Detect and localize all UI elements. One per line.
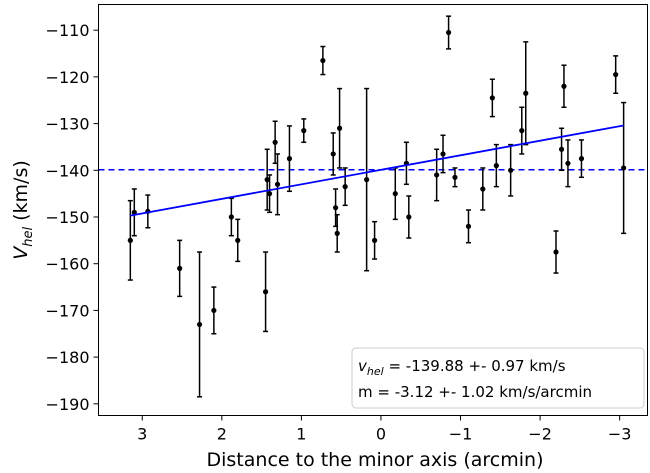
data-point [523,90,529,96]
y-axis-title-subscript: hel [21,227,36,247]
y-axis-title-unit: (km/s) [10,160,32,227]
x-axis-title: Distance to the minor axis (arcmin) [207,449,544,471]
legend-vhel-value: = -139.88 +- 0.97 km/s [384,357,566,375]
data-point [262,289,269,295]
data-point [196,321,203,328]
data-point [264,177,270,183]
data-point [228,214,234,220]
data-point [480,186,486,192]
y-tick-label: −130 [46,115,90,134]
data-point [127,237,133,243]
data-point [330,151,336,157]
x-tick-label: 2 [217,425,227,444]
x-tick-label: −3 [608,425,632,444]
legend-entry-vhel: vhel = -139.88 +- 0.97 km/s [358,357,566,378]
data-point [364,177,370,183]
data-point [336,125,343,131]
data-point [371,237,378,243]
legend-entry-slope: m = -3.12 +- 1.02 km/s/arcmin [358,383,592,401]
y-tick-label: −110 [46,21,90,40]
data-point [613,71,619,78]
data-point [489,95,495,101]
data-point [274,181,281,187]
data-point [131,209,137,215]
x-tick-label: 3 [137,425,147,444]
fit-line [130,124,624,217]
y-axis: −110 −120 −130 −140 −150 −160 −170 −180 −190 [46,21,99,414]
data-point [445,29,452,36]
x-tick-label: −1 [449,425,473,444]
data-point [392,191,398,197]
y-tick-label: −120 [46,68,90,87]
data-point [440,151,446,157]
legend: vhel = -139.88 +- 0.97 km/s m = -3.12 +-… [351,347,645,409]
y-tick-label: −140 [46,161,90,180]
data-point [565,160,571,166]
x-axis: 3 2 1 0 −1 −2 −3 [137,415,632,444]
data-point [235,237,241,243]
y-tick-label: −190 [46,395,90,414]
y-axis-title: Vhel (km/s) [10,160,36,260]
data-point [558,146,565,152]
data-point [272,139,278,145]
data-point [561,83,567,89]
data-point [578,156,585,162]
data-point [301,128,307,134]
x-tick-label: 1 [296,425,306,444]
legend-box [351,347,645,409]
data-point [211,307,217,314]
data-point [177,265,183,271]
legend-vhel-subscript: hel [367,365,384,378]
data-point [342,184,348,190]
data-point [434,172,440,178]
data-point [266,191,273,197]
data-point [493,163,499,169]
y-axis-title-symbol: V [10,245,32,260]
data-point [519,128,525,134]
data-point [286,156,293,162]
y-tick-label: −170 [46,301,90,320]
data-layer [98,15,648,398]
x-tick-label: 0 [376,425,386,444]
x-tick-label: −2 [528,425,552,444]
data-point [320,57,326,64]
plot-frame [98,4,648,416]
data-point [508,167,514,173]
data-point [465,223,472,229]
y-tick-label: −180 [46,348,90,367]
data-point [621,165,627,171]
y-tick-label: −150 [46,208,90,227]
data-point [334,230,340,236]
data-point [553,249,559,255]
y-tick-label: −160 [46,255,90,274]
legend-vhel-symbol: v [358,357,368,375]
data-point [333,205,339,211]
data-point [452,174,458,180]
data-point [406,214,412,220]
